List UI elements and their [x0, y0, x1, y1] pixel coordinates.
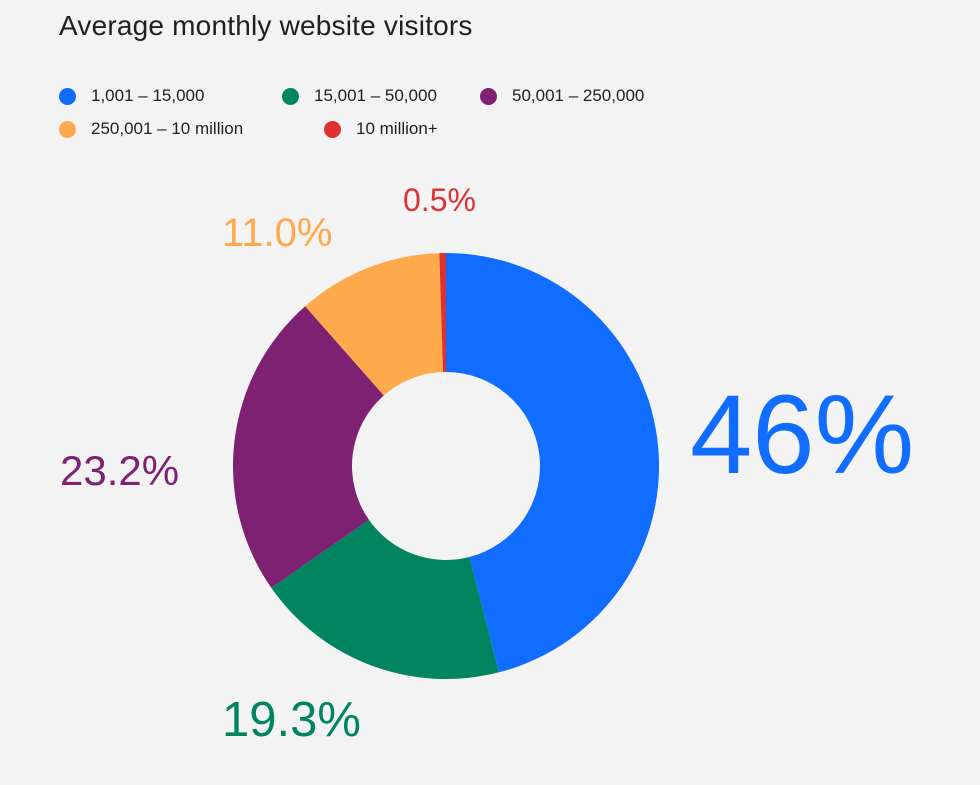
data-label-1001-15000: 46% — [690, 372, 914, 497]
legend-swatch — [324, 120, 341, 138]
legend-swatch — [59, 87, 76, 105]
donut-slice-250001-10m — [305, 253, 444, 396]
data-label-50001-250000: 23.2% — [60, 447, 179, 494]
legend-label: 50,001 – 250,000 — [512, 86, 645, 105]
legend-item-15001-50000: 15,001 – 50,000 — [282, 86, 437, 106]
legend-item-50001-250000: 50,001 – 250,000 — [480, 86, 644, 106]
legend-label: 15,001 – 50,000 — [314, 86, 437, 105]
data-label-250001-10m: 11.0% — [222, 211, 332, 255]
donut-slice-50001-250000 — [233, 306, 384, 588]
legend-swatch — [480, 87, 497, 105]
legend-swatch — [282, 87, 299, 105]
legend-label: 250,001 – 10 million — [91, 119, 244, 138]
legend-item-250001-10m: 250,001 – 10 million — [59, 119, 243, 139]
chart-title: Average monthly website visitors — [59, 10, 473, 41]
legend-item-1001-15000: 1,001 – 15,000 — [59, 86, 204, 106]
data-label-10m-plus: 0.5% — [403, 182, 476, 218]
data-label-15001-50000: 19.3% — [222, 693, 361, 747]
donut-slice-1001-15000 — [446, 253, 659, 673]
legend-swatch — [59, 120, 76, 138]
donut-slice-10m-plus — [439, 253, 446, 373]
legend-label: 10 million+ — [356, 119, 438, 138]
legend-item-10m-plus: 10 million+ — [324, 119, 438, 139]
donut-slice-15001-50000 — [271, 519, 499, 679]
legend-label: 1,001 – 15,000 — [91, 86, 205, 105]
